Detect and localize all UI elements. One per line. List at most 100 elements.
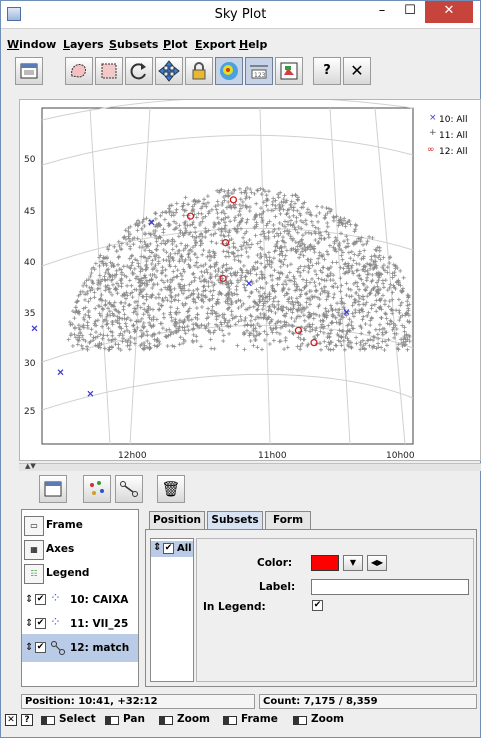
new-window-button[interactable]: [15, 57, 43, 85]
navigate-button[interactable]: [155, 57, 183, 85]
count-readout: Count: 7,175 / 8,359: [259, 694, 477, 709]
new-layer-icon: [44, 481, 62, 497]
menu-window[interactable]: Window: [7, 38, 56, 51]
in-legend-label: In Legend:: [203, 601, 266, 613]
y-tick-label: 35: [24, 309, 35, 319]
color-swatch[interactable]: [311, 555, 339, 571]
close-icon: ✕: [350, 61, 364, 80]
frame-icon: ▭: [24, 516, 44, 536]
legend-marker-10: ×: [429, 113, 437, 123]
layer-item-axes[interactable]: ▦ Axes: [22, 536, 138, 564]
layer-label: Legend: [46, 567, 90, 579]
subset-label: All: [177, 543, 192, 554]
series-12-point: [219, 274, 227, 283]
layer-item-frame[interactable]: ▭ Frame: [22, 512, 138, 540]
drag-handle-icon[interactable]: ⇕: [153, 542, 162, 553]
close-button[interactable]: ✕: [343, 57, 371, 85]
scatter-layer-icon: ⁘: [50, 615, 61, 630]
help-icon: ?: [323, 63, 331, 78]
x-tick-label: 12h00: [118, 451, 147, 460]
layer-label: 11: VII_25: [70, 618, 129, 630]
maximize-button[interactable]: ☐: [404, 3, 416, 18]
tab-position[interactable]: Position: [149, 511, 205, 529]
split-pane-divider[interactable]: ▲▼: [19, 462, 481, 471]
menu-help[interactable]: Help: [239, 38, 267, 51]
layer-visible-checkbox[interactable]: ✔: [35, 594, 46, 605]
lock-axes-button[interactable]: [185, 57, 213, 85]
legend-marker-12: ∞: [427, 145, 435, 155]
sky-plot[interactable]: 50 45 40 35 30 25 12h00 11h00 10h00 × 10…: [20, 100, 480, 460]
tab-subsets[interactable]: Subsets: [207, 511, 263, 529]
mouse-button-icon: [159, 716, 173, 725]
legend[interactable]: × 10: All + 11: All ∞ 12: All: [427, 113, 468, 157]
close-icon[interactable]: ✕: [5, 714, 17, 726]
layer-visible-checkbox[interactable]: ✔: [35, 642, 46, 653]
export-icon: [280, 62, 298, 80]
mouse-wheel-icon: [293, 716, 307, 725]
add-pair-layer-button[interactable]: [115, 475, 143, 503]
menu-subsets[interactable]: Subsets: [109, 38, 158, 51]
legend-label-11: 11: All: [439, 131, 468, 141]
app-icon: [7, 7, 21, 21]
axes-icon: ▦: [24, 540, 44, 560]
menu-export[interactable]: Export: [195, 38, 236, 51]
point-cloud-11-all: [66, 186, 412, 352]
replot-icon: [130, 63, 146, 80]
menu-plot[interactable]: Plot: [163, 38, 188, 51]
drag-handle-icon[interactable]: ⇕: [25, 618, 34, 629]
tab-form[interactable]: Form: [265, 511, 311, 529]
subset-visible-checkbox[interactable]: ✔: [163, 543, 174, 554]
in-legend-checkbox[interactable]: ✔: [312, 600, 323, 611]
draw-region-button[interactable]: [65, 57, 93, 85]
density-button[interactable]: [215, 57, 243, 85]
replot-button[interactable]: [125, 57, 153, 85]
close-window-button[interactable]: ✕: [425, 1, 473, 23]
blob-select-button[interactable]: [95, 57, 123, 85]
x-tick-label: 10h00: [386, 451, 415, 460]
layer-item-10-caixa[interactable]: ⇕ ✔ ⁘ 10: CAIXA: [22, 586, 138, 614]
axes-grid-button[interactable]: 123: [245, 57, 273, 85]
layer-item-12-match[interactable]: ⇕ ✔ 12: match: [22, 634, 138, 662]
menu-plot-mnemonic: P: [163, 38, 172, 51]
label-input[interactable]: [311, 579, 469, 595]
scatter-layer-icon: ⁘: [50, 591, 61, 606]
title-bar: Sky Plot – ☐ ✕: [1, 1, 480, 29]
color-dropdown-button[interactable]: ▼: [343, 555, 363, 571]
new-layer-button[interactable]: [39, 475, 67, 503]
series-12-point: [229, 196, 238, 204]
menu-export-mnemonic: E: [195, 38, 203, 51]
delete-layer-button[interactable]: 🗑: [157, 475, 185, 503]
y-tick-labels: 50 45 40 35 30 25: [24, 155, 36, 417]
layer-item-legend[interactable]: ☷ Legend: [22, 560, 138, 588]
subset-list[interactable]: ⇕ ✔ All: [150, 538, 194, 682]
layer-label: Axes: [46, 543, 75, 555]
menu-help-label: elp: [248, 38, 268, 51]
series-10-point: [31, 325, 38, 332]
plot-panel[interactable]: 50 45 40 35 30 25 12h00 11h00 10h00 × 10…: [19, 99, 481, 461]
layer-visible-checkbox[interactable]: ✔: [35, 618, 46, 629]
label-label: Label:: [259, 581, 296, 593]
layer-list[interactable]: ▭ Frame ▦ Axes ☷ Legend ⇕ ✔ ⁘ 10: CAIXA …: [21, 509, 139, 687]
help-icon[interactable]: ?: [21, 714, 33, 726]
subset-row-all[interactable]: ⇕ ✔ All: [151, 541, 193, 557]
menu-layers[interactable]: Layers: [63, 38, 104, 51]
drag-handle-icon[interactable]: ⇕: [25, 594, 34, 605]
color-stepper[interactable]: ◀▶: [367, 555, 387, 571]
main-toolbar: 123 ? ✕: [15, 57, 415, 87]
legend-marker-11: +: [429, 128, 437, 138]
new-window-icon: [20, 63, 38, 79]
export-button[interactable]: [275, 57, 303, 85]
mouse-mode-bar: ✕ ? Select Pan Zoom Frame Zoom: [1, 713, 480, 729]
minimize-button[interactable]: –: [378, 3, 386, 18]
drag-handle-icon[interactable]: ⇕: [25, 642, 34, 653]
help-button[interactable]: ?: [313, 57, 341, 85]
series-12-point: [294, 326, 303, 335]
blob-select-icon: [101, 63, 117, 79]
series-10-point: [57, 369, 64, 376]
x-tick-labels: 12h00 11h00 10h00: [118, 451, 415, 460]
layer-item-11-vii25[interactable]: ⇕ ✔ ⁘ 11: VII_25: [22, 610, 138, 638]
menu-bar: Window Layers Subsets Plot Export Help: [1, 38, 480, 54]
add-scatter-layer-button[interactable]: [83, 475, 111, 503]
menu-layers-mnemonic: L: [63, 38, 71, 51]
